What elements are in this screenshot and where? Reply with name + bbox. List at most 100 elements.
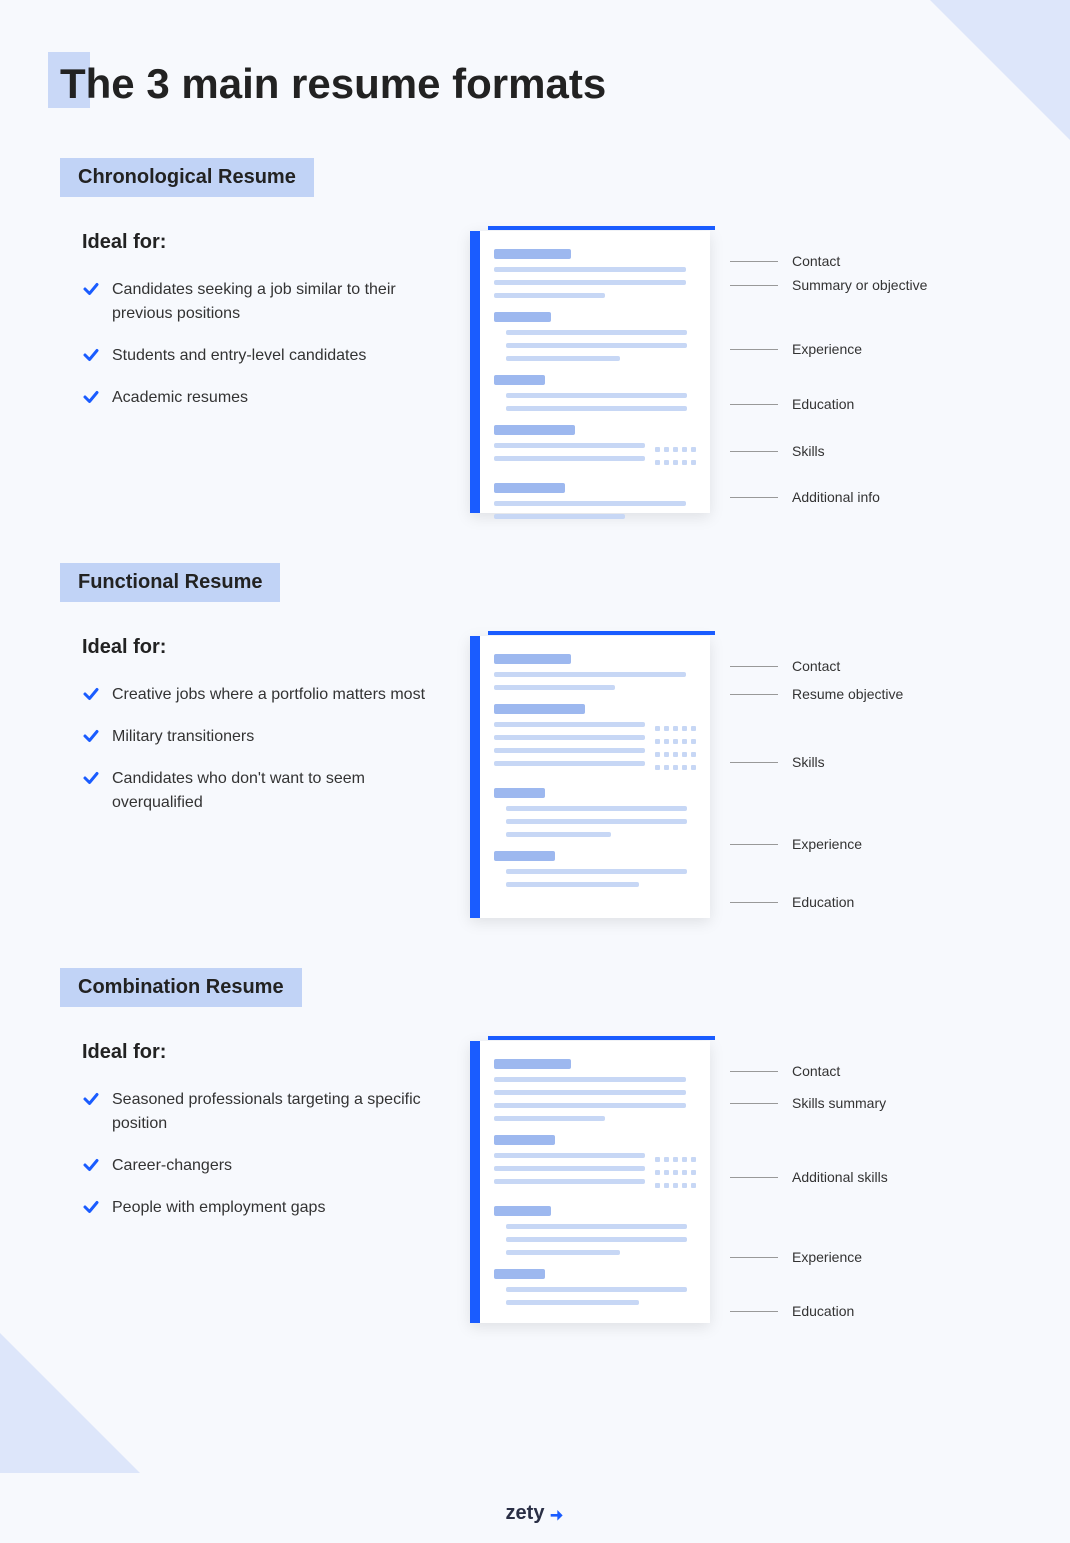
callout-text: Experience xyxy=(792,836,862,852)
ideal-for-heading: Ideal for: xyxy=(82,231,430,254)
bullet-item: Creative jobs where a portfolio matters … xyxy=(82,683,430,707)
callout-label: Experience xyxy=(730,1249,862,1265)
check-icon xyxy=(82,1198,100,1216)
bullet-item: Academic resumes xyxy=(82,386,430,410)
brand-arrow-icon xyxy=(548,1506,564,1522)
callout-label: Education xyxy=(730,1303,854,1319)
ideal-for-list: Seasoned professionals targeting a speci… xyxy=(82,1088,430,1220)
callout-text: Summary or objective xyxy=(792,277,927,293)
bullet-item: People with employment gaps xyxy=(82,1196,430,1220)
callout-label: Contact xyxy=(730,253,840,269)
corner-accent-bottom-left xyxy=(0,1333,140,1473)
bullet-text: Career-changers xyxy=(112,1154,232,1178)
bullet-item: Seasoned professionals targeting a speci… xyxy=(82,1088,430,1136)
callout-line xyxy=(730,261,778,262)
callout-line xyxy=(730,666,778,667)
callout-labels: Contact Skills summary Additional skills… xyxy=(730,1041,990,1323)
bullet-item: Career-changers xyxy=(82,1154,430,1178)
section-header: Functional Resume xyxy=(60,563,280,602)
bullet-text: People with employment gaps xyxy=(112,1196,325,1220)
callout-label: Education xyxy=(730,894,854,910)
callout-labels: Contact Summary or objective Experience … xyxy=(730,231,990,513)
ideal-for-heading: Ideal for: xyxy=(82,636,430,659)
resume-thumbnail xyxy=(470,231,710,513)
corner-accent-top-right xyxy=(930,0,1070,140)
callout-text: Skills xyxy=(792,754,825,770)
callout-line xyxy=(730,1071,778,1072)
bullet-text: Academic resumes xyxy=(112,386,248,410)
callout-text: Experience xyxy=(792,341,862,357)
bullet-text: Creative jobs where a portfolio matters … xyxy=(112,683,425,707)
bullet-text: Military transitioners xyxy=(112,725,254,749)
callout-line xyxy=(730,1311,778,1312)
check-icon xyxy=(82,769,100,787)
callout-text: Skills xyxy=(792,443,825,459)
footer: zety xyxy=(0,1502,1070,1525)
callout-label: Skills xyxy=(730,754,825,770)
callout-label: Resume objective xyxy=(730,686,903,702)
callout-label: Additional info xyxy=(730,489,880,505)
check-icon xyxy=(82,346,100,364)
callout-text: Education xyxy=(792,894,854,910)
callout-line xyxy=(730,844,778,845)
resume-format-section: Chronological Resume Ideal for: Candidat… xyxy=(60,158,1010,513)
page-title: The 3 main resume formats xyxy=(60,60,606,108)
callout-text: Additional info xyxy=(792,489,880,505)
ideal-for-list: Creative jobs where a portfolio matters … xyxy=(82,683,430,815)
callout-line xyxy=(730,694,778,695)
callout-line xyxy=(730,902,778,903)
callout-label: Summary or objective xyxy=(730,277,927,293)
resume-preview-column: Contact Resume objective Skills Experien… xyxy=(470,636,1010,918)
callout-label: Experience xyxy=(730,836,862,852)
callout-label: Contact xyxy=(730,1063,840,1079)
ideal-for-heading: Ideal for: xyxy=(82,1041,430,1064)
callout-text: Experience xyxy=(792,1249,862,1265)
ideal-for-column: Ideal for: Candidates seeking a job simi… xyxy=(60,231,430,428)
bullet-item: Candidates who don't want to seem overqu… xyxy=(82,767,430,815)
callout-line xyxy=(730,497,778,498)
callout-line xyxy=(730,285,778,286)
callout-text: Education xyxy=(792,1303,854,1319)
callout-line xyxy=(730,349,778,350)
ideal-for-list: Candidates seeking a job similar to thei… xyxy=(82,278,430,410)
callout-line xyxy=(730,404,778,405)
brand-logo: zety xyxy=(506,1502,565,1525)
ideal-for-column: Ideal for: Seasoned professionals target… xyxy=(60,1041,430,1238)
section-header: Chronological Resume xyxy=(60,158,314,197)
resume-thumbnail xyxy=(470,1041,710,1323)
callout-text: Resume objective xyxy=(792,686,903,702)
callout-label: Education xyxy=(730,396,854,412)
callout-text: Additional skills xyxy=(792,1169,888,1185)
bullet-item: Military transitioners xyxy=(82,725,430,749)
callout-line xyxy=(730,1257,778,1258)
callout-label: Skills xyxy=(730,443,825,459)
bullet-text: Candidates who don't want to seem overqu… xyxy=(112,767,430,815)
callout-labels: Contact Resume objective Skills Experien… xyxy=(730,636,990,918)
bullet-text: Seasoned professionals targeting a speci… xyxy=(112,1088,430,1136)
check-icon xyxy=(82,685,100,703)
resume-preview-column: Contact Summary or objective Experience … xyxy=(470,231,1010,513)
resume-format-section: Functional Resume Ideal for: Creative jo… xyxy=(60,563,1010,918)
callout-text: Skills summary xyxy=(792,1095,886,1111)
bullet-text: Candidates seeking a job similar to thei… xyxy=(112,278,430,326)
callout-label: Contact xyxy=(730,658,840,674)
callout-line xyxy=(730,451,778,452)
check-icon xyxy=(82,280,100,298)
resume-preview-column: Contact Skills summary Additional skills… xyxy=(470,1041,1010,1323)
section-header: Combination Resume xyxy=(60,968,302,1007)
resume-thumbnail xyxy=(470,636,710,918)
resume-format-section: Combination Resume Ideal for: Seasoned p… xyxy=(60,968,1010,1323)
callout-text: Contact xyxy=(792,658,840,674)
check-icon xyxy=(82,388,100,406)
callout-label: Additional skills xyxy=(730,1169,888,1185)
ideal-for-column: Ideal for: Creative jobs where a portfol… xyxy=(60,636,430,833)
brand-text: zety xyxy=(506,1502,545,1525)
bullet-item: Students and entry-level candidates xyxy=(82,344,430,368)
callout-line xyxy=(730,1177,778,1178)
check-icon xyxy=(82,1090,100,1108)
callout-label: Experience xyxy=(730,341,862,357)
check-icon xyxy=(82,1156,100,1174)
callout-text: Contact xyxy=(792,253,840,269)
callout-line xyxy=(730,1103,778,1104)
check-icon xyxy=(82,727,100,745)
